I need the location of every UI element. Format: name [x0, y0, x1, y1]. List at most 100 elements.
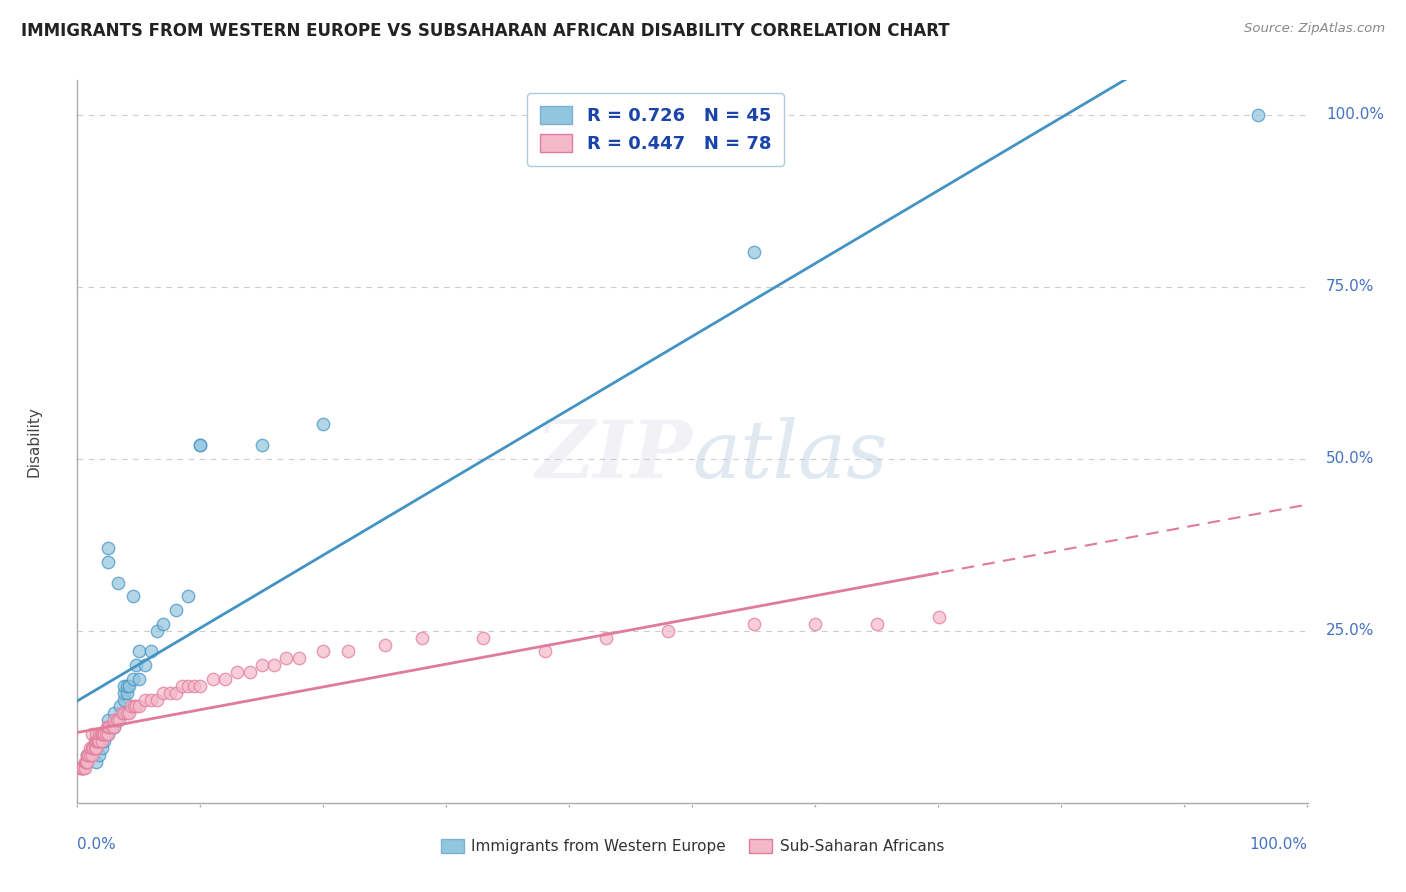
Text: 100.0%: 100.0% [1250, 838, 1308, 852]
Point [122, 699, 145, 714]
Point [866, 616, 889, 631]
Point [411, 631, 433, 645]
Point [103, 706, 125, 721]
Text: ZIP: ZIP [536, 417, 693, 495]
Point [103, 713, 125, 727]
Point [79, 740, 101, 755]
Point [90, 727, 114, 741]
Point [112, 686, 135, 700]
Point [214, 672, 236, 686]
Point [472, 631, 495, 645]
Text: Disability: Disability [27, 406, 42, 477]
Point [110, 699, 132, 714]
Point [1247, 108, 1270, 122]
Point [97, 727, 120, 741]
Point [76, 747, 98, 762]
Point [94, 727, 117, 741]
Point [742, 616, 765, 631]
Point [146, 624, 169, 638]
Point [183, 679, 205, 693]
Point [98, 720, 121, 734]
Point [312, 417, 335, 432]
Point [165, 603, 187, 617]
Point [188, 438, 212, 452]
Point [89, 734, 111, 748]
Point [83, 734, 105, 748]
Point [112, 679, 135, 693]
Point [595, 631, 617, 645]
Point [239, 665, 262, 679]
Point [108, 713, 131, 727]
Point [159, 686, 181, 700]
Point [90, 727, 112, 741]
Point [90, 734, 114, 748]
Point [312, 644, 335, 658]
Point [534, 644, 557, 658]
Point [76, 747, 98, 762]
Point [82, 747, 104, 762]
Text: 0.0%: 0.0% [77, 838, 117, 852]
Point [250, 438, 273, 452]
Point [928, 610, 950, 624]
Point [105, 713, 128, 727]
Point [170, 679, 193, 693]
Point [118, 706, 141, 721]
Point [115, 706, 138, 721]
Point [84, 740, 107, 755]
Point [141, 692, 163, 706]
Point [165, 686, 187, 700]
Point [201, 672, 224, 686]
Point [97, 541, 120, 556]
Point [103, 720, 125, 734]
Text: 50.0%: 50.0% [1326, 451, 1375, 467]
Text: IMMIGRANTS FROM WESTERN EUROPE VS SUBSAHARAN AFRICAN DISABILITY CORRELATION CHAR: IMMIGRANTS FROM WESTERN EUROPE VS SUBSAH… [21, 22, 949, 40]
Point [77, 747, 100, 762]
Point [115, 686, 138, 700]
Legend: Immigrants from Western Europe, Sub-Saharan Africans: Immigrants from Western Europe, Sub-Saha… [434, 833, 950, 860]
Point [84, 734, 107, 748]
Point [337, 644, 360, 658]
Point [276, 651, 298, 665]
Text: Source: ZipAtlas.com: Source: ZipAtlas.com [1244, 22, 1385, 36]
Point [82, 727, 104, 741]
Point [112, 692, 135, 706]
Point [84, 755, 107, 769]
Point [101, 720, 124, 734]
Point [84, 727, 107, 741]
Point [89, 727, 111, 741]
Point [226, 665, 249, 679]
Point [79, 747, 101, 762]
Point [73, 761, 96, 775]
Point [75, 755, 97, 769]
Point [111, 706, 132, 721]
Point [86, 734, 108, 748]
Point [121, 699, 143, 714]
Point [115, 679, 138, 693]
Point [72, 761, 94, 775]
Point [152, 616, 174, 631]
Point [188, 438, 212, 452]
Point [121, 590, 143, 604]
Point [90, 740, 114, 755]
Point [107, 575, 129, 590]
Point [97, 727, 120, 741]
Point [82, 740, 104, 755]
Point [112, 706, 135, 721]
Point [82, 740, 104, 755]
Point [152, 686, 174, 700]
Point [69, 761, 91, 775]
Point [177, 679, 200, 693]
Point [125, 658, 148, 673]
Text: atlas: atlas [693, 417, 887, 495]
Point [91, 727, 114, 741]
Point [72, 761, 94, 775]
Point [70, 761, 93, 775]
Point [134, 692, 156, 706]
Point [250, 658, 273, 673]
Point [97, 720, 120, 734]
Point [121, 672, 143, 686]
Point [97, 555, 120, 569]
Point [146, 692, 169, 706]
Point [90, 727, 114, 741]
Point [263, 658, 285, 673]
